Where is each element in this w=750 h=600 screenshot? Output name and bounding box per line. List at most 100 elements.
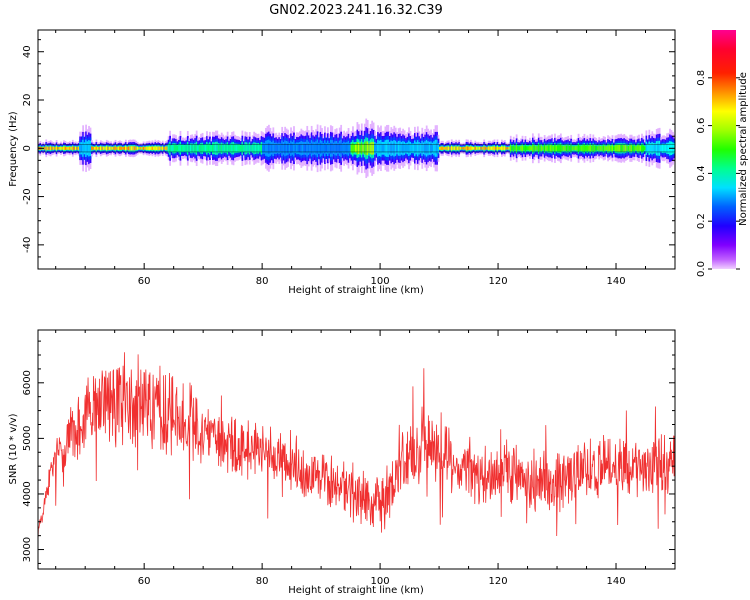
spectrogram-cell: [623, 144, 626, 152]
spectrogram-cell: [562, 145, 565, 151]
spectrogram-cell: [506, 147, 509, 150]
spectrogram-cell: [301, 144, 304, 153]
spectrogram-cell: [257, 144, 260, 152]
colorbar: 0.0 0.2 0.4 0.6 0.8 Normalized spectral ampl…: [696, 30, 749, 277]
spectrogram-cell: [565, 145, 568, 152]
spectrogram-cell: [96, 146, 99, 150]
spectrogram-cell: [207, 145, 210, 152]
spectrogram-cell: [403, 144, 406, 153]
spectrogram-cell: [254, 144, 257, 152]
spectrogram-cell: [46, 146, 49, 150]
spectrogram-cell: [667, 144, 670, 152]
spectrogram-cell: [167, 145, 170, 152]
spectrogram-cell: [390, 143, 393, 154]
spectrogram-cell: [265, 143, 267, 154]
spectrogram-cell: [225, 145, 228, 152]
spectrogram-cell: [316, 142, 319, 154]
spectrogram-x-label: Height of straight line (km): [288, 285, 424, 296]
spectrogram-cell: [362, 144, 365, 153]
spectrogram-cell: [291, 144, 294, 153]
spectrogram-cell: [119, 146, 121, 151]
spectrogram-cell: [515, 145, 518, 152]
spectrogram-cell: [197, 145, 200, 151]
spectrogram-y-label: Frequency (Hz): [8, 111, 19, 187]
spectrogram-frame: [37, 29, 676, 270]
spectrogram-cell: [332, 144, 335, 152]
spectrogram-cell: [444, 146, 447, 150]
spectrogram-cell: [48, 146, 51, 151]
spectrogram-cell: [91, 146, 93, 151]
spectrogram-cell: [325, 144, 328, 152]
spectrogram-cell: [502, 146, 505, 151]
spectrogram-cell: [279, 145, 282, 152]
spectrogram-cell: [307, 144, 310, 153]
spectrogram-cell: [145, 146, 148, 150]
snr-y-label: SNR (10 * v/v): [8, 413, 19, 484]
spectrogram-cell: [593, 145, 596, 151]
spectrogram-cell: [210, 146, 213, 151]
spectrogram-cell: [329, 142, 332, 154]
spectrogram-cell: [492, 146, 494, 151]
colorbar-gradient: [712, 30, 736, 269]
spectrogram-cell: [639, 145, 642, 151]
spectrogram-cell: [268, 142, 270, 154]
spectrogram-cell: [123, 146, 126, 150]
spectrogram-cell: [169, 144, 172, 153]
spectrogram-cell: [247, 145, 250, 152]
spectrogram-cell: [529, 145, 531, 151]
spectrogram-cell: [94, 146, 96, 150]
spectrogram-cell: [405, 144, 407, 152]
spectrogram-cell: [86, 143, 89, 153]
spectrogram-cell: [518, 146, 521, 151]
spectrogram-cell: [101, 146, 104, 150]
spectrogram-cell: [206, 144, 208, 153]
spectrogram-cell: [384, 143, 387, 154]
spectrogram-cell: [636, 145, 639, 152]
snr-x-tick-label: 80: [256, 576, 269, 587]
spectrogram-cell: [170, 145, 173, 151]
spectrogram-cell: [654, 144, 657, 152]
spectrogram-x-tick-label: 60: [138, 276, 151, 287]
spectrogram-cell: [440, 146, 443, 151]
spectrogram-cell: [552, 146, 555, 151]
spectrogram-cell: [489, 146, 491, 151]
spectrogram-cell: [657, 143, 660, 154]
spectrogram-cell: [303, 144, 306, 153]
snr-y-tick-label: 6000: [22, 370, 33, 395]
spectrogram-cell: [183, 145, 186, 151]
spectrogram-cell: [340, 142, 343, 154]
spectrogram-cell: [630, 145, 633, 152]
spectrogram-cell: [164, 146, 167, 150]
snr-panel: 60 80 100 120 140 3000 4000 5000 6000 Height of …: [8, 329, 676, 596]
spectrogram-cell: [521, 145, 524, 152]
spectrogram-cell: [45, 146, 48, 151]
spectrogram-cell: [116, 146, 118, 150]
spectrogram-cell: [651, 144, 654, 153]
spectrogram-cell: [209, 144, 211, 153]
spectrogram-cell: [624, 145, 627, 152]
spectrogram-y-tick-label: 20: [22, 94, 33, 107]
spectrogram-cell: [613, 146, 615, 151]
spectrogram-cell: [130, 146, 133, 151]
spectrogram-cell: [250, 145, 253, 151]
spectrogram-cell: [127, 146, 130, 151]
spectrogram-cell: [635, 146, 637, 151]
spectrogram-cell: [51, 146, 54, 150]
spectrogram-cell: [117, 146, 120, 151]
spectrogram-cell: [408, 143, 410, 154]
spectrogram-cell: [520, 145, 522, 151]
spectrogram-cell: [173, 144, 176, 152]
spectrogram-cell: [649, 144, 652, 152]
spectrogram-cell: [213, 144, 216, 153]
spectrogram-cell: [253, 144, 256, 153]
spectrogram-cell: [337, 144, 340, 152]
snr-x-tick-label: 120: [489, 576, 508, 587]
spectrogram-panel: 60 80 100 120 140 -40 -20 0 20 40 Height of strai…: [8, 29, 676, 296]
spectrogram-cell: [462, 146, 465, 150]
spectrogram-cell: [278, 144, 281, 152]
snr-y-tick-label: 4000: [22, 481, 33, 506]
spectrogram-cell: [256, 144, 259, 152]
snr-x-tick-label: 140: [606, 576, 625, 587]
spectrogram-cell: [226, 144, 229, 153]
spectrogram-cell: [139, 147, 142, 150]
